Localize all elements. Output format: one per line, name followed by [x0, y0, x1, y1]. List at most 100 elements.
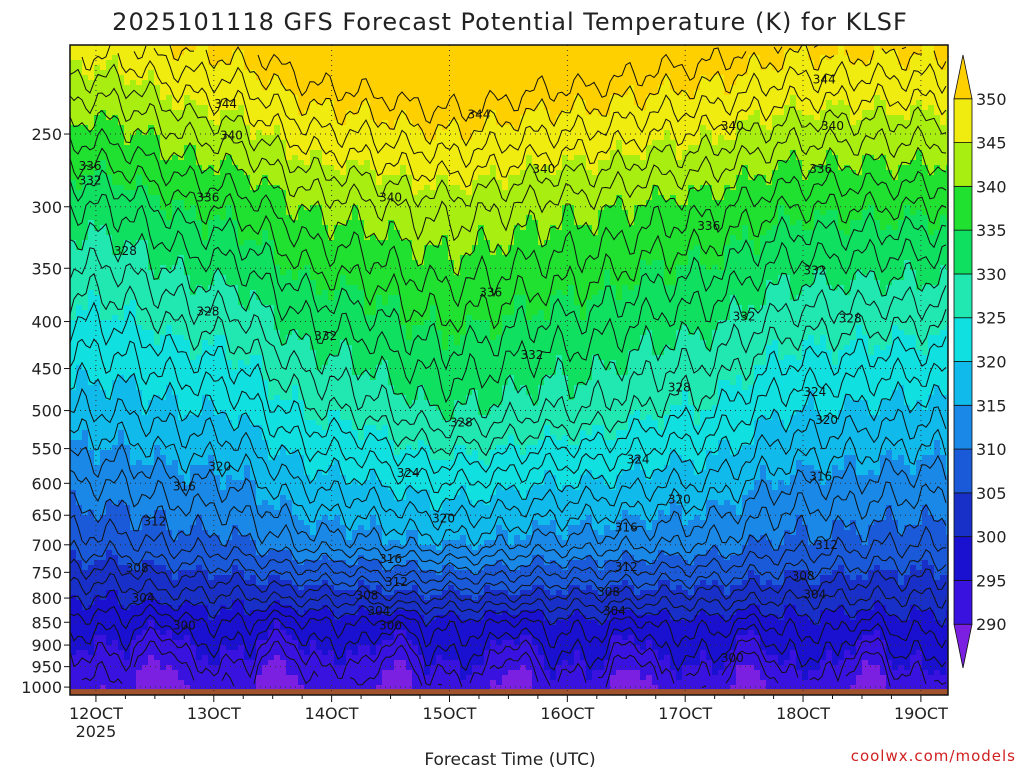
field-cell [814, 200, 821, 206]
field-cell [706, 200, 713, 206]
field-cell [466, 125, 473, 131]
field-cell [520, 165, 527, 171]
field-cell [820, 200, 827, 206]
field-cell [574, 205, 581, 211]
field-cell [196, 170, 203, 176]
field-cell [76, 55, 83, 61]
field-cell [712, 165, 719, 171]
field-cell [370, 90, 377, 96]
field-cell [592, 120, 599, 126]
field-cell [778, 90, 785, 96]
field-cell [568, 125, 575, 131]
field-cell [442, 65, 449, 71]
field-cell [454, 145, 461, 151]
field-cell [358, 75, 365, 81]
field-cell [178, 165, 185, 171]
field-cell [268, 135, 275, 141]
field-cell [142, 205, 149, 211]
field-cell [394, 195, 401, 201]
field-cell [712, 120, 719, 126]
field-cell [916, 50, 923, 56]
field-cell [508, 120, 515, 126]
field-cell [226, 140, 233, 146]
field-cell [586, 45, 593, 51]
field-cell [544, 55, 551, 61]
field-cell [796, 55, 803, 61]
field-cell [892, 200, 899, 206]
field-cell [580, 85, 587, 91]
field-cell [376, 175, 383, 181]
field-cell [892, 170, 899, 176]
field-cell [208, 175, 215, 181]
field-cell [394, 110, 401, 116]
field-cell [304, 170, 311, 176]
field-cell [892, 155, 899, 161]
field-cell [424, 90, 431, 96]
field-cell [814, 70, 821, 76]
field-cell [814, 115, 821, 121]
field-cell [922, 55, 929, 61]
field-cell [652, 190, 659, 196]
field-cell [922, 175, 929, 181]
field-cell [142, 170, 149, 176]
field-cell [286, 200, 293, 206]
field-cell [532, 175, 539, 181]
field-cell [208, 75, 215, 81]
field-cell [850, 195, 857, 201]
field-cell [502, 85, 509, 91]
field-cell [286, 70, 293, 76]
field-cell [208, 80, 215, 86]
field-cell [820, 45, 827, 51]
field-cell [388, 160, 395, 166]
field-cell [352, 125, 359, 131]
field-cell [340, 195, 347, 201]
field-cell [118, 70, 125, 76]
field-cell [214, 115, 221, 121]
field-cell [928, 65, 935, 71]
field-cell [922, 210, 929, 216]
field-cell [166, 170, 173, 176]
field-cell [886, 100, 893, 106]
field-cell [172, 195, 179, 201]
field-cell [538, 105, 545, 111]
field-cell [508, 190, 515, 196]
field-cell [562, 155, 569, 161]
field-cell [184, 140, 191, 146]
field-cell [340, 140, 347, 146]
field-cell [220, 60, 227, 66]
field-cell [310, 90, 317, 96]
field-cell [538, 150, 545, 156]
field-cell [274, 205, 281, 211]
field-cell [928, 100, 935, 106]
field-cell [592, 90, 599, 96]
field-cell [586, 75, 593, 81]
field-cell [850, 90, 857, 96]
field-cell [448, 210, 455, 216]
field-cell [340, 60, 347, 66]
field-cell [898, 140, 905, 146]
field-cell [862, 125, 869, 131]
field-cell [784, 60, 791, 66]
field-cell [196, 80, 203, 86]
field-cell [70, 165, 77, 171]
field-cell [532, 180, 539, 186]
field-cell [70, 205, 77, 211]
field-cell [610, 205, 617, 211]
field-cell [172, 155, 179, 161]
field-cell [922, 130, 929, 136]
field-cell [622, 120, 629, 126]
field-cell [514, 130, 521, 136]
field-cell [82, 160, 89, 166]
field-cell [352, 85, 359, 91]
field-cell [544, 65, 551, 71]
field-cell [862, 70, 869, 76]
field-cell [586, 60, 593, 66]
field-cell [394, 80, 401, 86]
field-cell [292, 60, 299, 66]
field-cell [832, 180, 839, 186]
field-cell [730, 195, 737, 201]
field-cell [670, 95, 677, 101]
field-cell [268, 160, 275, 166]
field-cell [490, 105, 497, 111]
field-cell [928, 155, 935, 161]
